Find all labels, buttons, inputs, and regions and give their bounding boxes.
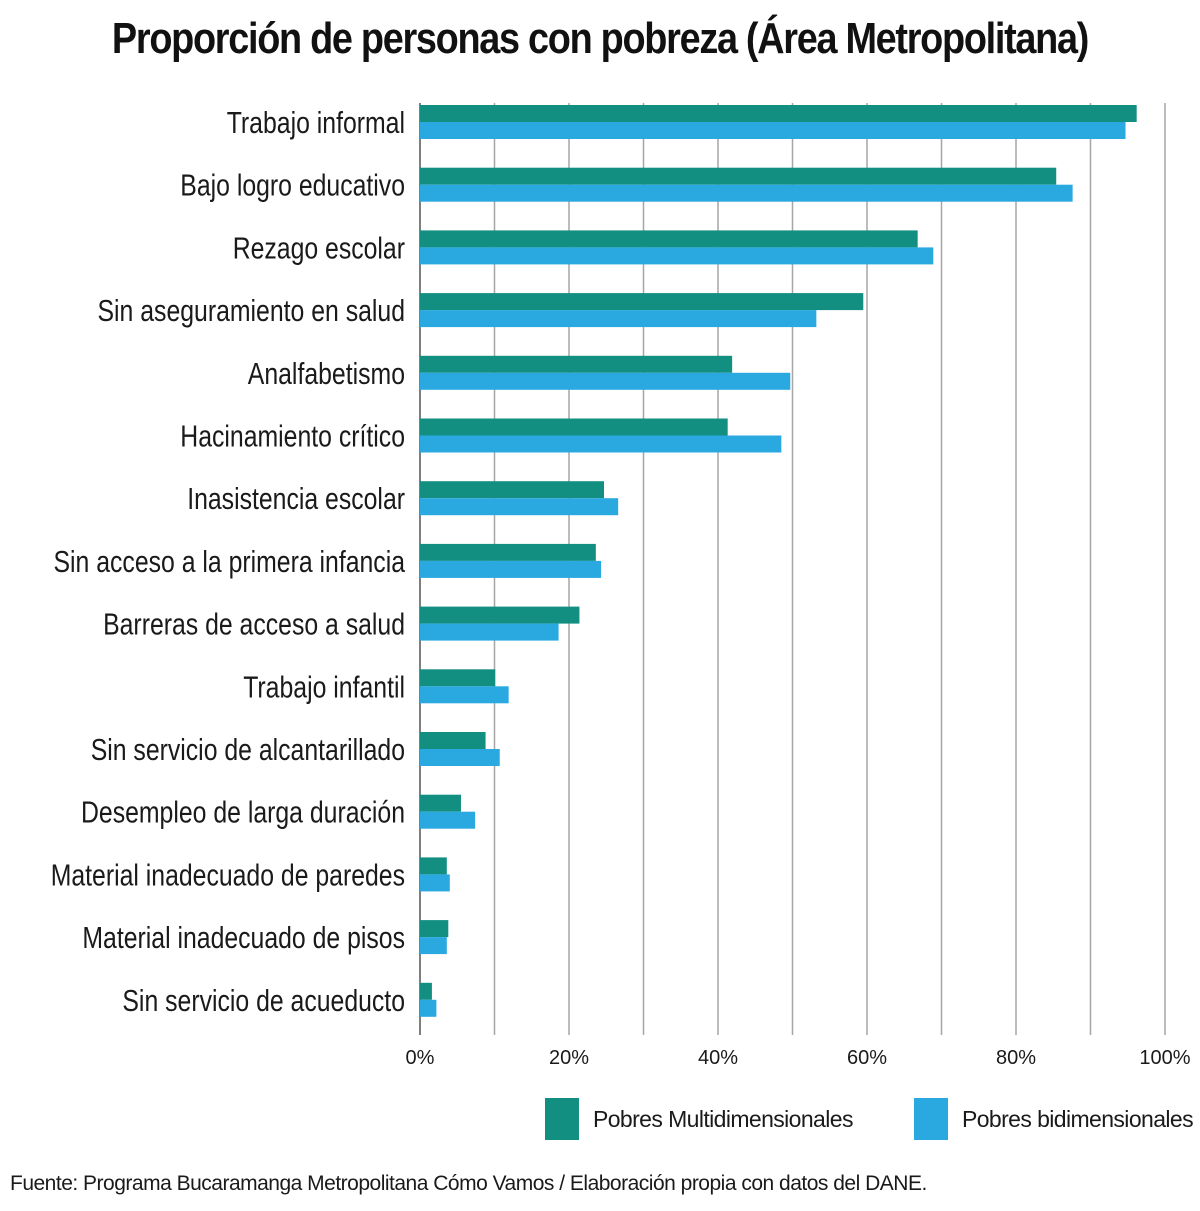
bar-desempleo-de-larga-duracion-bidimensionales (420, 811, 476, 829)
bar-trabajo-informal-multidimensionales (420, 105, 1137, 122)
category-label-rezago-escolar: Rezago escolar (233, 230, 405, 265)
category-label-trabajo-infantil: Trabajo infantil (243, 669, 405, 704)
bar-trabajo-infantil-bidimensionales (420, 686, 509, 704)
bar-rezago-escolar-multidimensionales (420, 230, 918, 248)
category-labels: Trabajo informal Bajo logro educativo Reza… (51, 105, 406, 1018)
bar-sin-servicio-de-alcantarillado-bidimensionales (420, 749, 500, 766)
category-label-sin-servicio-de-acueducto: Sin servicio de acueducto (122, 983, 405, 1018)
category-label-hacinamiento-critico: Hacinamiento crítico (180, 419, 405, 454)
legend-item-multidimensionales: Pobres Multidimensionales (545, 1098, 853, 1140)
bar-sin-servicio-de-acueducto-multidimensionales (420, 982, 432, 1000)
category-label-analfabetismo: Analfabetismo (248, 356, 405, 391)
category-label-trabajo-informal: Trabajo informal (227, 105, 405, 140)
bar-hacinamiento-critico-bidimensionales (420, 435, 782, 453)
category-label-material-inadecuado-de-paredes: Material inadecuado de paredes (51, 857, 405, 892)
bar-inasistencia-escolar-multidimensionales (420, 481, 605, 499)
category-label-sin-servicio-de-alcantarillado: Sin servicio de alcantarillado (91, 732, 405, 767)
x-tick-label: 80% (996, 1047, 1036, 1069)
bar-material-inadecuado-de-pisos-multidimensionales (420, 920, 449, 938)
bar-sin-aseguramiento-en-salud-bidimensionales (420, 310, 817, 328)
bar-inasistencia-escolar-bidimensionales (420, 498, 619, 516)
bar-trabajo-infantil-multidimensionales (420, 669, 496, 687)
bar-sin-aseguramiento-en-salud-multidimensionales (420, 293, 864, 311)
legend-swatch-bidimensionales (914, 1098, 948, 1140)
bar-hacinamiento-critico-multidimensionales (420, 418, 728, 436)
bar-material-inadecuado-de-paredes-multidimensionales (420, 857, 447, 875)
legend-item-bidimensionales: Pobres bidimensionales (914, 1098, 1194, 1140)
bar-sin-acceso-a-la-primera-infancia-bidimensionales (420, 560, 602, 578)
category-label-inasistencia-escolar: Inasistencia escolar (187, 481, 405, 516)
bar-rezago-escolar-bidimensionales (420, 247, 934, 265)
bar-sin-servicio-de-acueducto-bidimensionales (420, 999, 437, 1017)
bar-chart: Trabajo informal Bajo logro educativo Reza… (51, 103, 1191, 1069)
bar-trabajo-informal-bidimensionales (420, 122, 1126, 139)
category-label-sin-acceso-a-la-primera-infancia: Sin acceso a la primera infancia (54, 544, 406, 579)
bar-material-inadecuado-de-paredes-bidimensionales (420, 874, 450, 892)
category-label-material-inadecuado-de-pisos: Material inadecuado de pisos (82, 920, 405, 955)
bar-material-inadecuado-de-pisos-bidimensionales (420, 937, 447, 955)
x-tick-label: 100% (1139, 1047, 1190, 1069)
category-label-bajo-logro-educativo: Bajo logro educativo (180, 168, 405, 203)
bar-bajo-logro-educativo-bidimensionales (420, 184, 1073, 202)
source-note: Fuente: Programa Bucaramanga Metropolita… (10, 1172, 927, 1195)
bar-analfabetismo-bidimensionales (420, 372, 791, 390)
bars (420, 105, 1137, 1017)
chart-title: Proporción de personas con pobreza (Área… (111, 14, 1089, 63)
x-tick-label: 0% (406, 1047, 435, 1069)
bar-barreras-de-acceso-a-salud-bidimensionales (420, 623, 559, 641)
bar-sin-acceso-a-la-primera-infancia-multidimensionales (420, 543, 596, 561)
category-label-desempleo-de-larga-duracion: Desempleo de larga duración (81, 795, 405, 830)
legend-label-multidimensionales: Pobres Multidimensionales (593, 1105, 853, 1132)
bar-analfabetismo-multidimensionales (420, 355, 733, 373)
x-axis-ticks: 0% 20% 40% 60% 80% 100% (406, 1047, 1191, 1069)
x-tick-label: 20% (549, 1047, 589, 1069)
bar-barreras-de-acceso-a-salud-multidimensionales (420, 606, 580, 624)
bar-sin-servicio-de-alcantarillado-multidimensionales (420, 732, 486, 749)
category-label-sin-aseguramiento-en-salud: Sin aseguramiento en salud (98, 293, 406, 328)
category-label-barreras-de-acceso-a-salud: Barreras de acceso a salud (103, 607, 405, 642)
bar-desempleo-de-larga-duracion-multidimensionales (420, 794, 461, 812)
bar-bajo-logro-educativo-multidimensionales (420, 167, 1057, 185)
x-tick-label: 40% (698, 1047, 738, 1069)
x-tick-label: 60% (847, 1047, 887, 1069)
legend-swatch-multidimensionales (545, 1098, 579, 1140)
legend-label-bidimensionales: Pobres bidimensionales (962, 1105, 1194, 1132)
